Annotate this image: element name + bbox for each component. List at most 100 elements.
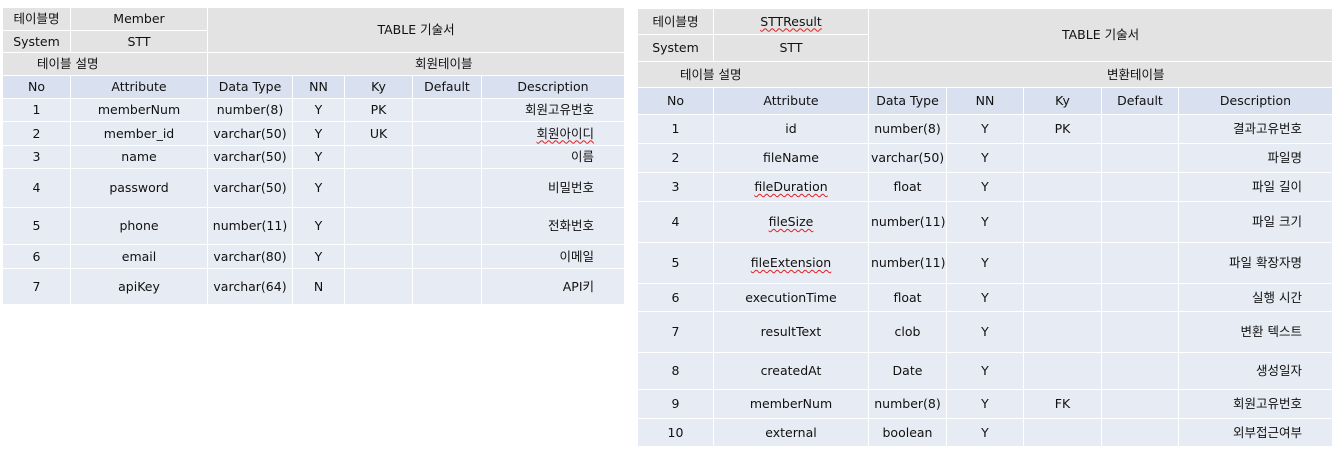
cell-default bbox=[413, 169, 482, 208]
system-value: STT bbox=[71, 31, 208, 53]
cell-description: 회원아이디 bbox=[482, 122, 626, 146]
cell-ky bbox=[1024, 144, 1102, 173]
cell-no: 7 bbox=[638, 312, 714, 353]
header-description: Description bbox=[1179, 88, 1334, 115]
spellcheck-text: STTResult bbox=[760, 13, 822, 29]
cell-data-type: float bbox=[869, 284, 947, 312]
table-desc-row: 테이블 설명 회원테이블 bbox=[3, 53, 626, 76]
cell-data-type: number(8) bbox=[208, 99, 293, 122]
cell-attribute: name bbox=[71, 146, 208, 169]
cell-attribute: password bbox=[71, 169, 208, 208]
table-row: 6 email varchar(80) Y 이메일 bbox=[3, 245, 626, 269]
table-name-label: 테이블명 bbox=[638, 9, 714, 35]
cell-nn: Y bbox=[947, 243, 1024, 284]
cell-data-type: number(8) bbox=[869, 115, 947, 144]
cell-attribute: apiKey bbox=[71, 269, 208, 305]
cell-nn: Y bbox=[293, 169, 345, 208]
header-attribute: Attribute bbox=[714, 88, 869, 115]
cell-attribute: fileDuration bbox=[714, 173, 869, 202]
table-desc-label: 테이블 설명 bbox=[638, 62, 869, 88]
table-desc-value: 회원테이블 bbox=[208, 53, 626, 76]
spellcheck-text: 회원아이디 bbox=[536, 125, 595, 141]
cell-ky bbox=[345, 269, 413, 305]
cell-nn: Y bbox=[947, 202, 1024, 243]
cell-data-type: varchar(50) bbox=[208, 169, 293, 208]
cell-description: 비밀번호 bbox=[482, 169, 626, 208]
cell-description: 변환 텍스트 bbox=[1179, 312, 1334, 353]
column-header-row: No Attribute Data Type NN Ky Default Des… bbox=[3, 76, 626, 99]
system-row: System STT bbox=[638, 35, 1333, 62]
cell-ky bbox=[1024, 312, 1102, 353]
cell-default bbox=[413, 122, 482, 146]
header-no: No bbox=[638, 88, 714, 115]
cell-no: 1 bbox=[638, 115, 714, 144]
cell-description: 생성일자 bbox=[1179, 353, 1334, 390]
cell-ky bbox=[345, 146, 413, 169]
header-description: Description bbox=[482, 76, 626, 99]
table-row: 5 fileExtension number(11) Y 파일 확장자명 bbox=[638, 243, 1334, 284]
cell-default bbox=[1102, 312, 1179, 353]
cell-no: 5 bbox=[3, 208, 71, 245]
cell-description: 회원고유번호 bbox=[1179, 390, 1334, 419]
cell-no: 2 bbox=[3, 122, 71, 146]
cell-ky: PK bbox=[345, 99, 413, 122]
cell-nn: Y bbox=[947, 173, 1024, 202]
table-row: 6 executionTime float Y 실행 시간 bbox=[638, 284, 1334, 312]
table-row: 3 name varchar(50) Y 이름 bbox=[3, 146, 626, 169]
cell-description: 전화번호 bbox=[482, 208, 626, 245]
cell-default bbox=[413, 146, 482, 169]
cell-data-type: number(11) bbox=[869, 243, 947, 284]
cell-ky: PK bbox=[1024, 115, 1102, 144]
table-row: 9 memberNum number(8) Y FK 회원고유번호 bbox=[638, 390, 1334, 419]
cell-attribute: createdAt bbox=[714, 353, 869, 390]
cell-nn: Y bbox=[293, 245, 345, 269]
system-row: System STT bbox=[3, 31, 625, 53]
cell-no: 4 bbox=[3, 169, 71, 208]
cell-ky bbox=[345, 245, 413, 269]
cell-ky bbox=[1024, 202, 1102, 243]
table-row: 3 fileDuration float Y 파일 길이 bbox=[638, 173, 1334, 202]
cell-attribute: memberNum bbox=[714, 390, 869, 419]
cell-no: 6 bbox=[3, 245, 71, 269]
cell-no: 10 bbox=[638, 419, 714, 447]
cell-data-type: number(8) bbox=[869, 390, 947, 419]
cell-data-type: Date bbox=[869, 353, 947, 390]
cell-default bbox=[1102, 353, 1179, 390]
cell-data-type: varchar(50) bbox=[208, 122, 293, 146]
header-no: No bbox=[3, 76, 71, 99]
cell-nn: Y bbox=[947, 115, 1024, 144]
cell-description: 외부접근여부 bbox=[1179, 419, 1334, 447]
cell-default bbox=[1102, 202, 1179, 243]
cell-data-type: number(11) bbox=[208, 208, 293, 245]
cell-no: 5 bbox=[638, 243, 714, 284]
cell-attribute: phone bbox=[71, 208, 208, 245]
cell-attribute: member_id bbox=[71, 122, 208, 146]
header-nn: NN bbox=[947, 88, 1024, 115]
cell-no: 1 bbox=[3, 99, 71, 122]
cell-ky bbox=[1024, 419, 1102, 447]
cell-nn: Y bbox=[947, 312, 1024, 353]
cell-ky bbox=[345, 169, 413, 208]
cell-ky: UK bbox=[345, 122, 413, 146]
cell-no: 7 bbox=[3, 269, 71, 305]
header-nn: NN bbox=[293, 76, 345, 99]
cell-ky bbox=[1024, 284, 1102, 312]
cell-description: 파일 길이 bbox=[1179, 173, 1334, 202]
cell-data-type: boolean bbox=[869, 419, 947, 447]
header-default: Default bbox=[1102, 88, 1179, 115]
table-row: 4 password varchar(50) Y 비밀번호 bbox=[3, 169, 626, 208]
cell-nn: Y bbox=[293, 146, 345, 169]
cell-data-type: number(11) bbox=[869, 202, 947, 243]
cell-description: 파일 확장자명 bbox=[1179, 243, 1334, 284]
cell-attribute: fileSize bbox=[714, 202, 869, 243]
header-attribute: Attribute bbox=[71, 76, 208, 99]
cell-no: 6 bbox=[638, 284, 714, 312]
cell-description: 파일명 bbox=[1179, 144, 1334, 173]
cell-default bbox=[413, 245, 482, 269]
header-default: Default bbox=[413, 76, 482, 99]
cell-default bbox=[413, 208, 482, 245]
table-row: 7 apiKey varchar(64) N API키 bbox=[3, 269, 626, 305]
cell-attribute: email bbox=[71, 245, 208, 269]
cell-description: 실행 시간 bbox=[1179, 284, 1334, 312]
header-ky: Ky bbox=[345, 76, 413, 99]
